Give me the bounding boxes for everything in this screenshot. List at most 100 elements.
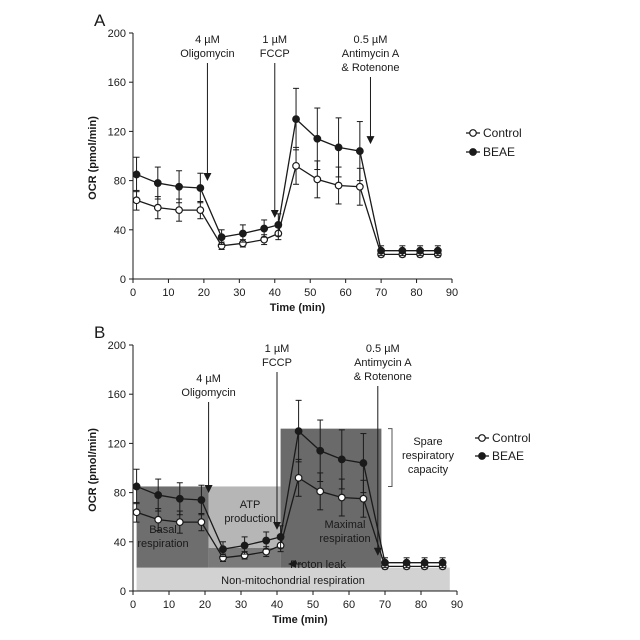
legend-marker-control xyxy=(479,435,486,442)
x-tick-label: 0 xyxy=(130,599,136,611)
injection-label: Oligomycin xyxy=(180,48,234,60)
data-point-control xyxy=(293,163,300,170)
data-point-control xyxy=(339,494,346,501)
data-point-beae xyxy=(177,495,184,502)
spare-capacity-label: respiratory xyxy=(402,450,454,462)
data-point-beae xyxy=(197,185,204,192)
data-point-control xyxy=(360,495,367,502)
data-point-beae xyxy=(378,247,385,254)
y-tick-label: 0 xyxy=(120,274,126,286)
data-point-beae xyxy=(277,534,284,541)
y-tick-label: 160 xyxy=(108,389,126,401)
data-point-beae xyxy=(176,183,183,190)
y-tick-label: 40 xyxy=(114,225,126,237)
injection-label: Antimycin A xyxy=(342,48,400,60)
data-point-control xyxy=(198,519,205,526)
injection-label: 1 µM xyxy=(262,34,287,46)
data-point-beae xyxy=(275,222,282,229)
data-point-beae xyxy=(417,247,424,254)
data-point-control xyxy=(357,183,364,190)
injection-label: 0.5 µM xyxy=(354,34,388,46)
injection-label: 1 µM xyxy=(265,343,290,355)
injection-label: 4 µM xyxy=(195,34,220,46)
data-point-beae xyxy=(133,171,140,178)
data-point-control xyxy=(133,509,140,516)
data-point-beae xyxy=(317,447,324,454)
data-point-beae xyxy=(339,456,346,463)
series-beae xyxy=(133,88,441,255)
x-tick-label: 90 xyxy=(446,287,458,299)
x-axis-title: Time (min) xyxy=(270,302,326,314)
data-point-beae xyxy=(357,148,364,155)
data-point-beae xyxy=(399,247,406,254)
y-tick-label: 80 xyxy=(114,176,126,188)
y-axis-title: OCR (pmol/min) xyxy=(87,116,99,200)
region-label-atp-production: production xyxy=(224,513,275,525)
region-label-maximal-respiration: respiration xyxy=(319,533,370,545)
y-axis-title: OCR (pmol/min) xyxy=(87,428,99,512)
x-tick-label: 50 xyxy=(307,599,319,611)
x-tick-label: 0 xyxy=(130,287,136,299)
region-label-non-mitochondrial-respiration: Non-mitochondrial respiration xyxy=(221,575,365,587)
data-point-beae xyxy=(382,559,389,566)
data-point-beae xyxy=(155,492,162,499)
data-point-beae xyxy=(198,497,205,504)
legend-label-control: Control xyxy=(483,126,522,140)
x-tick-label: 40 xyxy=(271,599,283,611)
region-label-basal-respiration: respiration xyxy=(137,538,188,550)
y-tick-label: 160 xyxy=(108,77,126,89)
injection-label: Antimycin A xyxy=(354,357,412,369)
panel-letter: B xyxy=(94,323,105,342)
x-tick-label: 10 xyxy=(162,287,174,299)
data-point-beae xyxy=(293,116,300,123)
y-tick-label: 0 xyxy=(120,586,126,598)
data-point-control xyxy=(197,207,204,214)
region-label-maximal-respiration: Maximal xyxy=(325,519,366,531)
data-point-control xyxy=(314,176,321,183)
x-tick-label: 30 xyxy=(235,599,247,611)
data-point-control xyxy=(295,475,302,482)
data-point-beae xyxy=(360,460,367,467)
x-tick-label: 70 xyxy=(379,599,391,611)
injection-label: FCCP xyxy=(260,48,290,60)
injection-label: Oligomycin xyxy=(181,387,235,399)
data-point-beae xyxy=(435,247,442,254)
x-tick-label: 80 xyxy=(410,287,422,299)
panel-a: A040801201602000102030405060708090Time (… xyxy=(87,11,522,314)
x-tick-label: 60 xyxy=(340,287,352,299)
data-point-beae xyxy=(155,180,162,187)
data-point-control xyxy=(176,207,183,214)
spare-capacity-label: capacity xyxy=(408,464,449,476)
legend-label-control: Control xyxy=(492,431,531,445)
region-label-basal-respiration: Basal xyxy=(149,524,177,536)
y-tick-label: 120 xyxy=(108,438,126,450)
x-axis-title: Time (min) xyxy=(272,614,328,626)
legend-label-beae: BEAE xyxy=(483,145,515,159)
y-tick-label: 80 xyxy=(114,488,126,500)
data-point-beae xyxy=(220,546,227,553)
x-tick-label: 70 xyxy=(375,287,387,299)
injection-label: 0.5 µM xyxy=(366,343,400,355)
data-point-control xyxy=(155,204,162,211)
data-point-beae xyxy=(314,135,321,142)
data-point-beae xyxy=(421,559,428,566)
legend-label-beae: BEAE xyxy=(492,449,524,463)
region-label-atp-production: ATP xyxy=(240,499,261,511)
data-point-beae xyxy=(263,537,270,544)
data-point-control xyxy=(317,488,324,495)
injection-label: 4 µM xyxy=(196,373,221,385)
data-point-beae xyxy=(439,559,446,566)
data-point-beae xyxy=(261,225,268,232)
data-point-beae xyxy=(218,234,225,241)
y-tick-label: 40 xyxy=(114,537,126,549)
y-tick-label: 120 xyxy=(108,126,126,138)
x-tick-label: 20 xyxy=(198,287,210,299)
injection-label: & Rotenone xyxy=(341,62,399,74)
data-point-beae xyxy=(240,230,247,237)
data-point-beae xyxy=(241,542,248,549)
data-point-beae xyxy=(133,483,140,490)
x-tick-label: 90 xyxy=(451,599,463,611)
injection-label: FCCP xyxy=(262,357,292,369)
data-point-beae xyxy=(403,559,410,566)
